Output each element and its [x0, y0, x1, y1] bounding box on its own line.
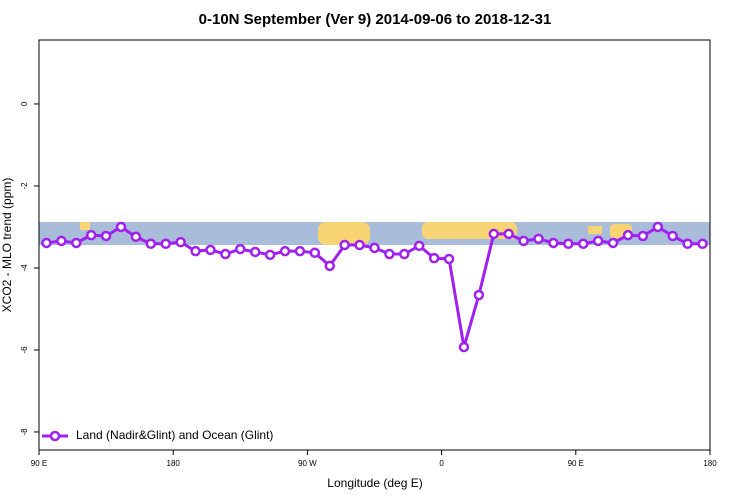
point-marker	[235, 243, 246, 255]
point-marker	[309, 247, 321, 259]
point-marker	[354, 239, 365, 251]
point-marker	[249, 246, 261, 258]
point-marker	[652, 221, 664, 233]
point-marker	[279, 245, 291, 257]
chart-title: 0-10N September (Ver 9) 2014-09-06 to 20…	[199, 11, 552, 28]
x-axis-label: Longitude (deg E)	[327, 476, 422, 490]
x-tick-label: 90 E	[31, 459, 47, 468]
y-tick-label: -4	[20, 264, 29, 272]
point-marker	[175, 236, 186, 248]
x-tick-label: 180	[703, 459, 717, 468]
point-marker	[264, 249, 276, 261]
y-tick-label: 0	[20, 101, 29, 106]
y-axis-label: XCO2 - MLO trend (ppm)	[0, 178, 14, 313]
point-marker	[160, 238, 171, 250]
point-marker	[682, 238, 693, 250]
point-marker	[71, 237, 82, 249]
x-tick-label: 90 W	[298, 459, 317, 468]
point-marker	[130, 231, 142, 243]
point-marker	[56, 235, 67, 247]
point-marker	[578, 238, 589, 250]
x-tick-label: 0	[439, 459, 444, 468]
land-patch	[422, 222, 517, 239]
legend-marker	[49, 430, 61, 442]
point-marker	[369, 242, 380, 254]
point-marker	[384, 248, 395, 260]
point-marker	[622, 229, 634, 241]
land-patch	[80, 222, 90, 230]
point-marker	[428, 252, 440, 264]
point-marker	[518, 235, 529, 247]
point-marker	[145, 238, 157, 250]
point-marker	[220, 248, 231, 260]
point-marker	[294, 245, 306, 257]
x-tick-label: 90 E	[568, 459, 584, 468]
point-marker	[413, 240, 425, 252]
point-marker	[637, 230, 649, 242]
point-marker	[667, 230, 678, 242]
plot-frame	[38, 39, 711, 451]
point-marker	[563, 238, 574, 250]
point-marker	[488, 228, 500, 240]
y-tick-label: -8	[20, 428, 29, 436]
legend: Land (Nadir&Glint) and Ocean (Glint)	[42, 428, 273, 442]
point-marker	[41, 237, 52, 249]
point-marker	[548, 237, 559, 249]
point-marker	[339, 239, 350, 251]
point-marker	[190, 245, 201, 257]
point-marker	[458, 341, 470, 353]
point-marker	[399, 248, 410, 260]
point-marker	[697, 238, 708, 250]
point-marker	[100, 230, 112, 242]
point-marker	[443, 253, 455, 265]
point-marker	[533, 233, 544, 245]
point-marker	[205, 244, 216, 256]
x-tick-label: 180	[167, 459, 181, 468]
point-marker	[503, 228, 514, 240]
point-marker	[324, 260, 336, 272]
land-patch	[588, 226, 602, 234]
point-marker	[607, 237, 619, 249]
point-marker	[473, 289, 485, 301]
y-tick-label: -2	[20, 182, 29, 190]
land-patch	[318, 222, 370, 245]
y-tick-label: -6	[20, 346, 29, 354]
legend-label: Land (Nadir&Glint) and Ocean (Glint)	[76, 428, 273, 442]
point-marker	[115, 221, 127, 233]
point-marker	[592, 235, 604, 247]
point-marker	[85, 229, 97, 241]
